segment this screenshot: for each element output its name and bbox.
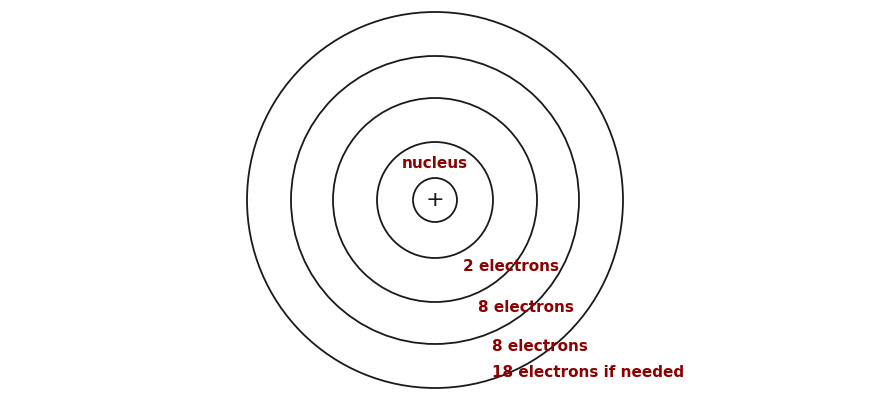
Text: nucleus: nucleus <box>401 156 468 171</box>
Text: 8 electrons: 8 electrons <box>477 300 573 315</box>
Text: 2 electrons: 2 electrons <box>462 258 558 274</box>
Text: +: + <box>425 190 444 210</box>
Text: 18 electrons if needed: 18 electrons if needed <box>492 365 684 380</box>
Text: 8 electrons: 8 electrons <box>492 339 587 354</box>
